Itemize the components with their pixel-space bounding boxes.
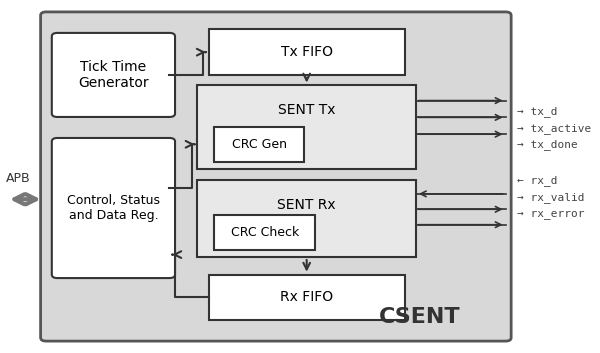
FancyBboxPatch shape — [209, 275, 405, 320]
FancyBboxPatch shape — [52, 138, 175, 278]
Text: Tick Time
Generator: Tick Time Generator — [78, 60, 149, 90]
Text: → tx_active: → tx_active — [517, 123, 591, 134]
Text: → rx_valid: → rx_valid — [517, 192, 584, 203]
Text: Rx FIFO: Rx FIFO — [280, 290, 333, 304]
Text: APB: APB — [6, 172, 31, 185]
Text: ← rx_d: ← rx_d — [517, 175, 557, 186]
FancyBboxPatch shape — [209, 29, 405, 75]
Text: → tx_d: → tx_d — [517, 106, 557, 117]
Text: CRC Check: CRC Check — [230, 226, 299, 239]
Text: CRC Gen: CRC Gen — [232, 138, 287, 151]
FancyBboxPatch shape — [214, 127, 304, 162]
Text: → rx_error: → rx_error — [517, 209, 584, 219]
Text: Control, Status
and Data Reg.: Control, Status and Data Reg. — [67, 194, 160, 222]
Text: SENT Tx: SENT Tx — [278, 103, 335, 117]
FancyBboxPatch shape — [197, 180, 416, 257]
Text: CSENT: CSENT — [379, 307, 461, 327]
FancyBboxPatch shape — [41, 12, 511, 341]
FancyBboxPatch shape — [52, 33, 175, 117]
Text: SENT Rx: SENT Rx — [277, 198, 336, 211]
Text: → tx_done: → tx_done — [517, 139, 577, 150]
FancyBboxPatch shape — [214, 215, 315, 250]
Text: Tx FIFO: Tx FIFO — [281, 45, 332, 59]
FancyBboxPatch shape — [197, 85, 416, 169]
